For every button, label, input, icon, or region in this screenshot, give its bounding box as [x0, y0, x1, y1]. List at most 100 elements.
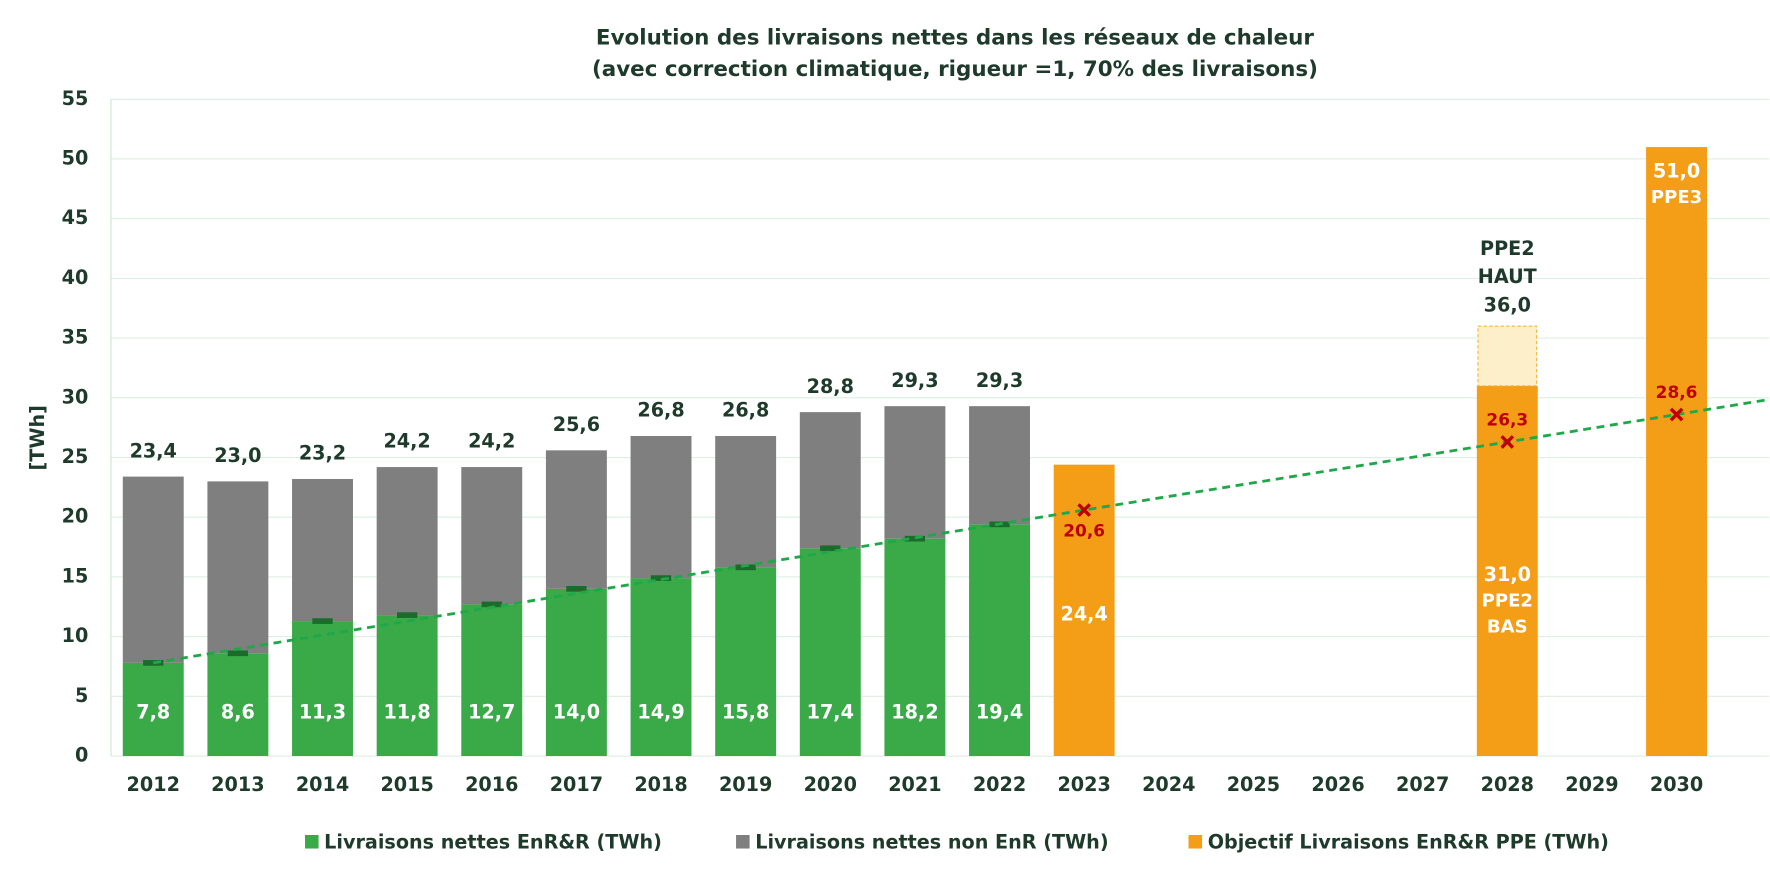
value-label: 51,0 [1653, 159, 1700, 182]
value-label: 17,4 [807, 701, 854, 724]
trend-label: 28,6 [1656, 382, 1698, 402]
bar [292, 621, 353, 757]
bar [884, 538, 946, 757]
x-tick-label: 2027 [1396, 773, 1449, 796]
enr-marker [481, 601, 502, 608]
bar [207, 653, 269, 757]
x-tick-label: 2022 [973, 773, 1026, 796]
y-tick-label: 35 [62, 326, 89, 349]
legend-label: Livraisons nettes EnR&R (TWh) [324, 830, 662, 853]
enr-marker [820, 545, 841, 552]
x-tick-label: 2013 [211, 773, 264, 796]
bar [376, 615, 438, 757]
x-tick-label: 2015 [380, 773, 433, 796]
y-tick-label: 30 [62, 385, 89, 408]
y-tick-label: 50 [62, 146, 89, 169]
value-label: 8,6 [221, 701, 255, 724]
trend-marker [1669, 407, 1684, 422]
enr-marker [735, 564, 756, 571]
value-label: 24,4 [1061, 602, 1108, 625]
total-label: 36,0 [1484, 293, 1531, 316]
value-label: 15,8 [722, 701, 769, 724]
total-label: 28,8 [807, 375, 854, 398]
trend-label: 20,6 [1063, 520, 1105, 540]
legend-swatch [305, 834, 319, 849]
x-tick-label: 2025 [1227, 773, 1280, 796]
bar [545, 588, 607, 757]
x-tick-label: 2029 [1565, 773, 1618, 796]
bar [884, 406, 946, 539]
bar [715, 436, 777, 568]
total-label: 23,0 [214, 444, 261, 467]
bar [376, 467, 438, 616]
y-tick-label: 20 [62, 505, 89, 528]
total-label: 23,4 [130, 439, 177, 462]
bar [799, 548, 861, 757]
y-tick-label: 15 [62, 564, 89, 587]
legend-swatch [736, 834, 750, 849]
x-tick-label: 2017 [550, 773, 603, 796]
haut-label: PPE2 [1480, 237, 1535, 260]
y-tick-label: 45 [62, 206, 89, 229]
total-label: 24,2 [468, 430, 515, 453]
total-label: 26,8 [637, 399, 684, 422]
total-label: 24,2 [383, 430, 430, 453]
value-label: 11,3 [299, 701, 346, 724]
total-label: 25,6 [553, 413, 600, 436]
x-tick-label: 2018 [634, 773, 687, 796]
bar [969, 406, 1030, 525]
value-label: 14,0 [553, 701, 600, 724]
bar [461, 604, 523, 757]
x-tick-label: 2028 [1481, 773, 1534, 796]
bar [1646, 147, 1708, 757]
legend-swatch [1188, 834, 1203, 849]
y-axis-label: [TWh] [26, 405, 49, 470]
bar [207, 481, 269, 654]
x-tick-label: 2021 [888, 773, 941, 796]
x-tick-label: 2023 [1057, 773, 1110, 796]
total-label: 29,3 [976, 369, 1023, 392]
x-tick-label: 2012 [127, 773, 180, 796]
x-tick-label: 2016 [465, 773, 518, 796]
trend-marker [1500, 435, 1515, 449]
y-tick-label: 25 [62, 445, 89, 468]
bar [969, 524, 1030, 757]
value-label: 18,2 [891, 701, 938, 724]
x-tick-label: 2020 [804, 773, 857, 796]
enr-marker [227, 650, 249, 657]
y-tick-label: 55 [62, 87, 89, 110]
y-tick-label: 10 [62, 624, 89, 647]
enr-marker [566, 586, 587, 592]
trend-marker [1077, 503, 1091, 517]
bar [715, 567, 777, 757]
legend-label: Objectif Livraisons EnR&R PPE (TWh) [1208, 830, 1609, 853]
y-tick-label: 0 [75, 744, 88, 767]
haut-label: HAUT [1478, 265, 1537, 288]
x-tick-label: 2014 [296, 773, 349, 796]
value-label: 7,8 [136, 701, 170, 724]
value-label: 14,9 [637, 701, 684, 724]
bar [630, 436, 692, 579]
enr-marker [904, 535, 926, 542]
value-label: 19,4 [976, 701, 1023, 724]
bar [1476, 385, 1538, 757]
total-label: 29,3 [891, 369, 938, 392]
bar [122, 476, 184, 663]
chart-title: (avec correction climatique, rigueur =1,… [592, 57, 1318, 82]
bar [122, 662, 184, 757]
enr-marker [396, 612, 418, 618]
total-label: 23,2 [299, 442, 346, 465]
legend-label: Livraisons nettes non EnR (TWh) [755, 830, 1108, 853]
x-tick-label: 2030 [1650, 773, 1703, 796]
trend-label: 26,3 [1486, 410, 1528, 430]
y-tick-label: 40 [62, 266, 89, 289]
x-tick-label: 2026 [1311, 773, 1364, 796]
x-tick-label: 2019 [719, 773, 772, 796]
enr-marker [312, 618, 333, 624]
value-label: 12,7 [468, 701, 515, 724]
note-label: BAS [1487, 616, 1528, 637]
total-label: 26,8 [722, 399, 769, 422]
x-tick-label: 2024 [1142, 773, 1195, 796]
note-label: PPE3 [1651, 187, 1702, 208]
